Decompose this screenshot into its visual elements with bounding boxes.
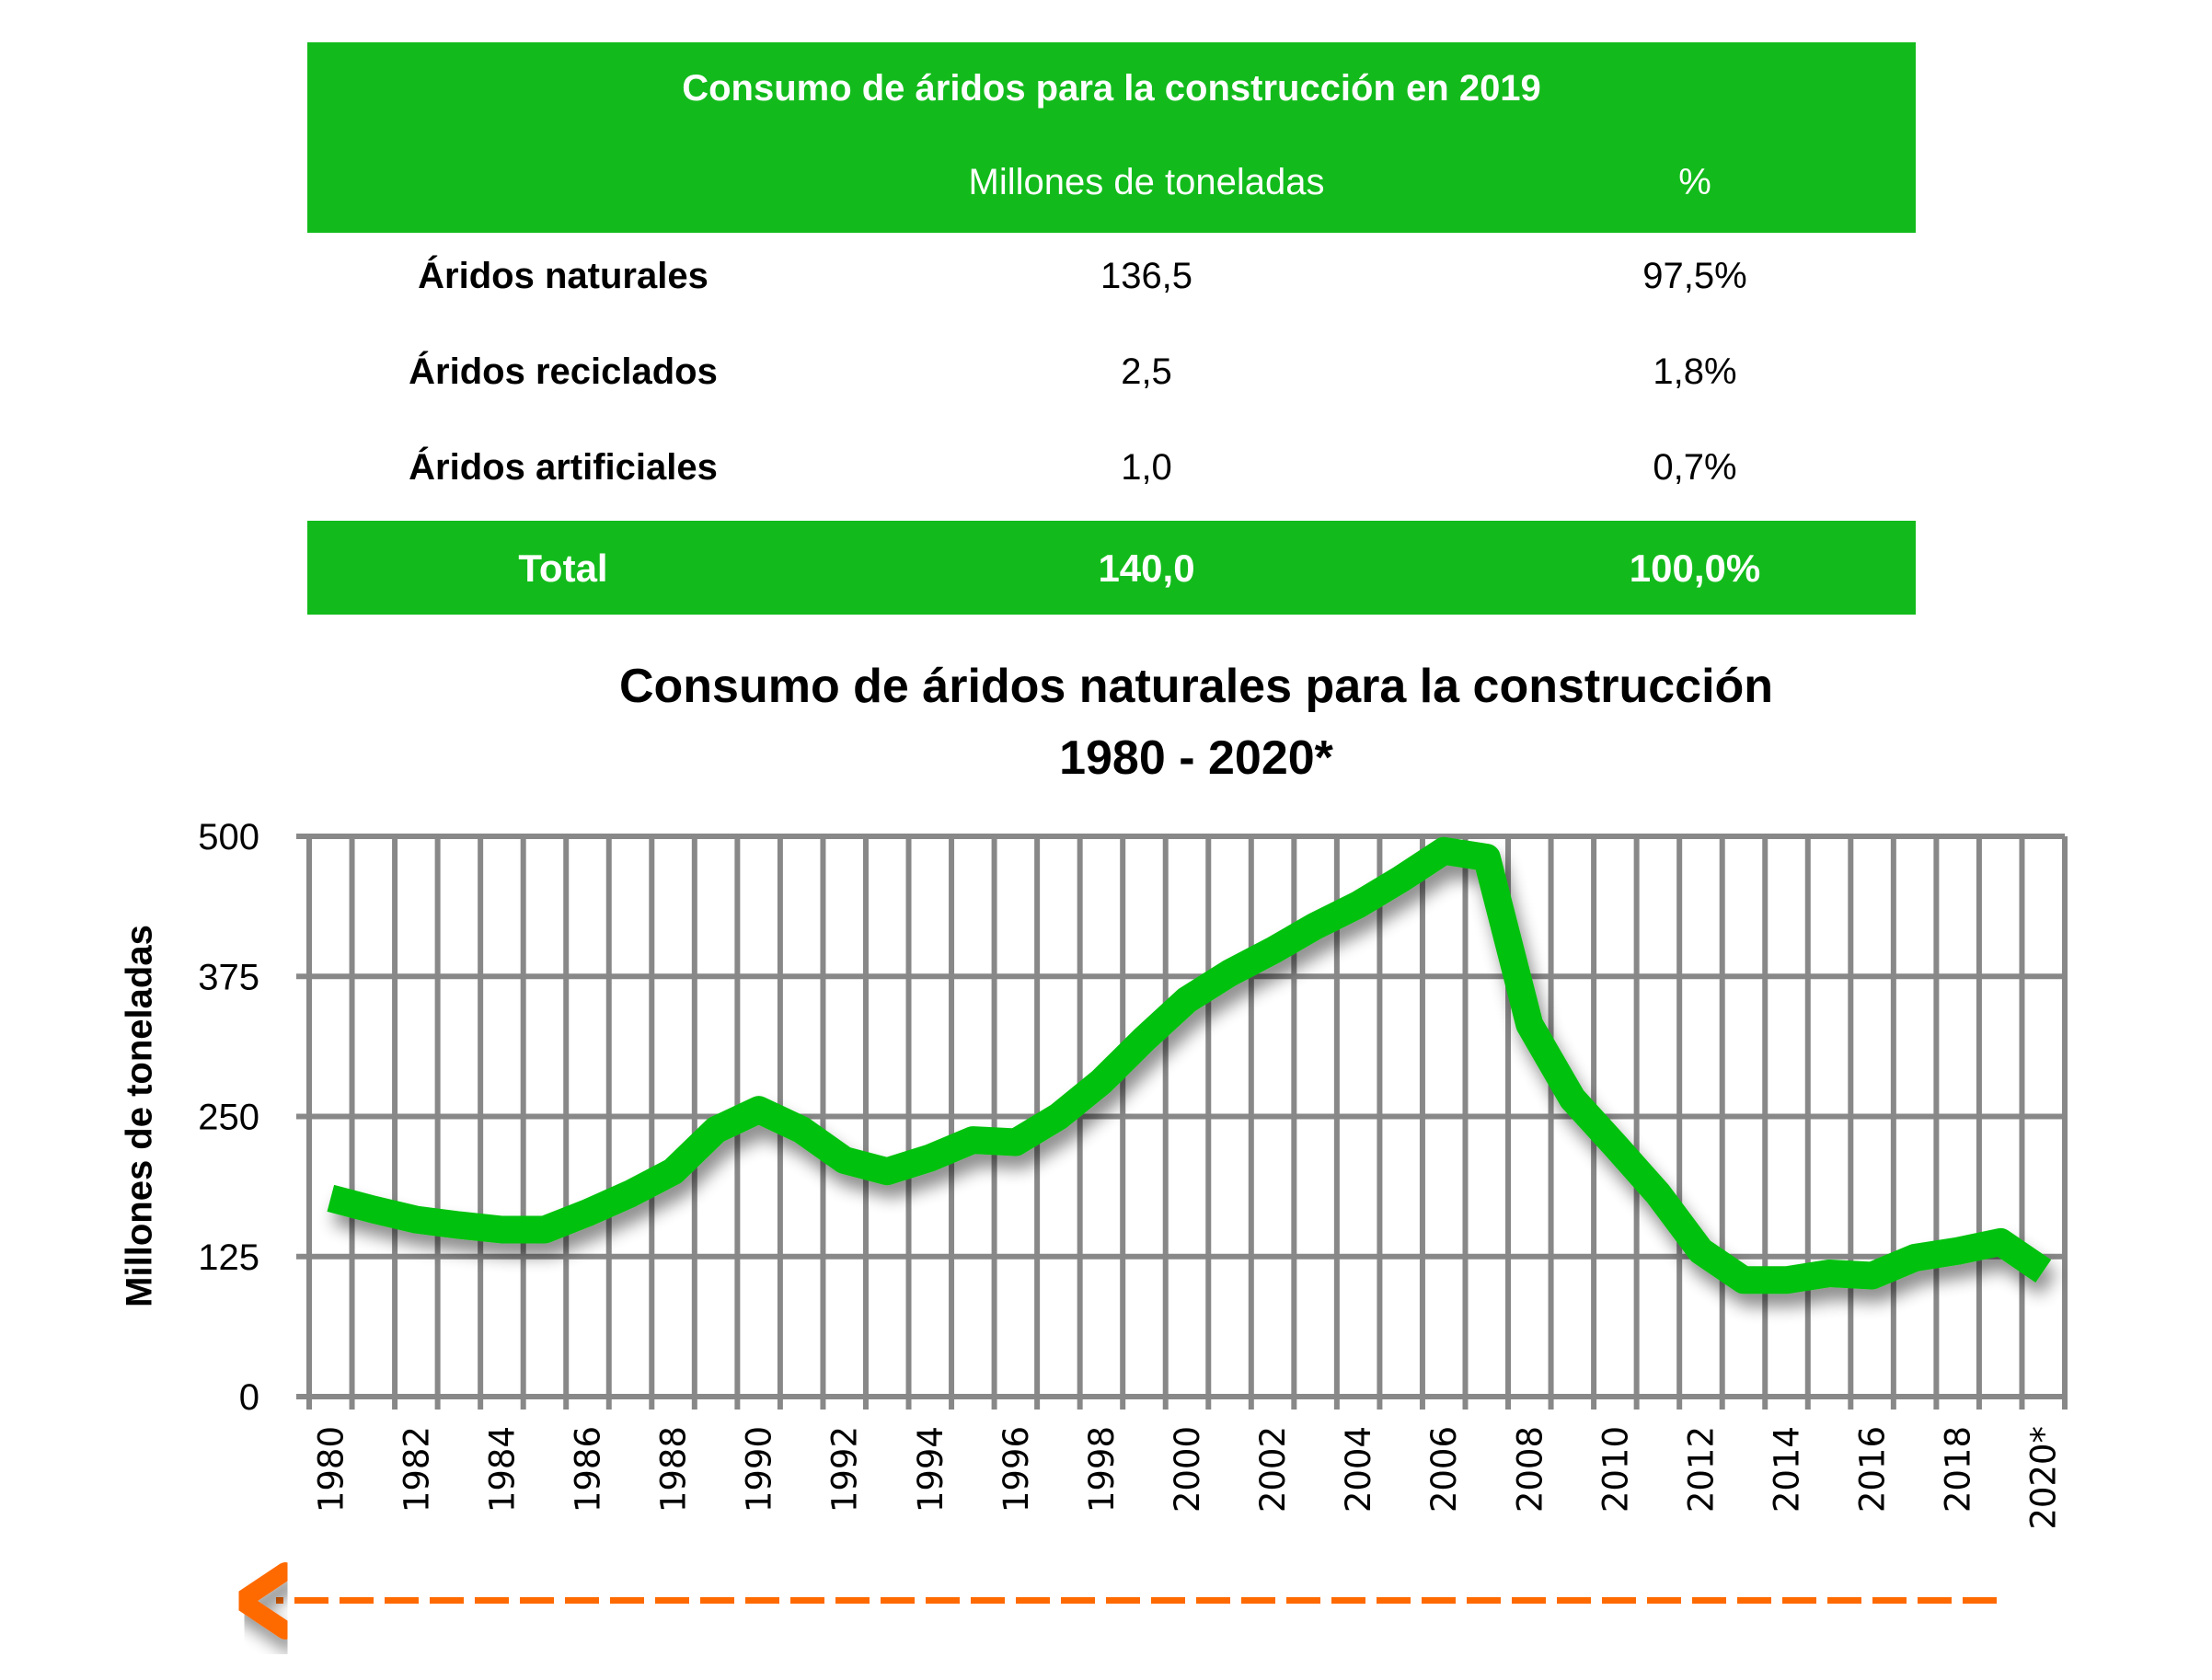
x-tick-label: 2012: [1681, 1426, 1721, 1513]
data-point: [973, 1140, 974, 1141]
column-header-percent: %: [1678, 162, 1711, 202]
data-point: [887, 1171, 888, 1172]
x-tick-label: 2006: [1424, 1426, 1464, 1513]
data-point: [1486, 857, 1487, 858]
data-point: [844, 1160, 845, 1161]
table-row: Áridos naturales 136,5 97,5%: [307, 256, 1916, 311]
data-point: [673, 1171, 674, 1172]
data-point: [1529, 1024, 1530, 1025]
data-point: [1957, 1250, 1958, 1251]
data-point: [1615, 1145, 1616, 1146]
total-value: 140,0: [1098, 547, 1195, 590]
series-layer: [327, 836, 2052, 1295]
chart-subtitle: 1980 - 2020*: [1059, 731, 1333, 785]
x-tick-label: 2002: [1253, 1426, 1293, 1513]
data-point: [1786, 1280, 1787, 1281]
arrow-shaft: [275, 1591, 1998, 1609]
data-point: [1358, 904, 1359, 905]
data-point: [1400, 879, 1401, 880]
y-tick-label: 250: [198, 1098, 259, 1138]
data-point: [1229, 972, 1230, 973]
data-point: [1100, 1081, 1101, 1082]
data-point: [801, 1130, 802, 1131]
y-tick-labels: 0 125 250 375 500: [198, 817, 259, 1418]
table-row: Áridos artificiales 1,0 0,7%: [307, 447, 1916, 502]
data-point: [587, 1213, 588, 1214]
x-tick-label: 1998: [1082, 1426, 1122, 1513]
x-tick-label: 2014: [1768, 1426, 1807, 1513]
data-point: [929, 1157, 930, 1158]
y-tick-label: 375: [198, 957, 259, 997]
x-tick-label: 1996: [997, 1426, 1036, 1513]
data-point: [716, 1130, 717, 1131]
x-tick-label: 1988: [654, 1426, 694, 1513]
x-tick-label: 1992: [825, 1426, 865, 1513]
data-point: [501, 1229, 502, 1230]
data-point: [2000, 1241, 2001, 1242]
x-tick-label: 1994: [911, 1426, 950, 1513]
x-tick-label: 2016: [1853, 1426, 1893, 1513]
row-label: Áridos artificiales: [409, 447, 718, 488]
x-tick-label: 1982: [397, 1426, 436, 1513]
grid: [296, 834, 2068, 1410]
data-point: [545, 1229, 546, 1230]
data-point: [1657, 1193, 1658, 1194]
table-total-row: Total 140,0 100,0%: [307, 521, 1916, 615]
row-value: 2,5: [1121, 351, 1172, 392]
y-tick-label: 125: [198, 1237, 259, 1278]
arrow-head: [224, 1562, 294, 1640]
data-point: [416, 1219, 417, 1220]
series-line: [327, 836, 2052, 1295]
y-tick-label: 500: [198, 817, 259, 857]
data-point: [1444, 850, 1445, 851]
x-tick-label: 2018: [1939, 1426, 1978, 1513]
data-point: [1829, 1273, 1830, 1274]
row-value: 1,0: [1121, 447, 1172, 488]
table-header: Consumo de áridos para la construcción e…: [307, 42, 1916, 233]
x-tick-label: 1984: [482, 1426, 522, 1513]
data-point: [330, 1198, 331, 1199]
data-point: [2043, 1271, 2044, 1272]
row-percent: 1,8%: [1653, 351, 1737, 392]
data-point: [1015, 1142, 1016, 1143]
row-label: Áridos naturales: [418, 256, 709, 296]
row-value: 136,5: [1100, 256, 1193, 296]
data-point: [1915, 1258, 1916, 1259]
y-tick-label: 0: [239, 1377, 259, 1418]
x-tick-label: 2004: [1339, 1426, 1378, 1513]
x-tick-label: 2008: [1510, 1426, 1550, 1513]
total-percent: 100,0%: [1629, 547, 1761, 590]
data-point: [373, 1209, 374, 1210]
x-tick-label: 2010: [1596, 1426, 1635, 1513]
x-tick-label: 2000: [1168, 1426, 1207, 1513]
row-percent: 0,7%: [1653, 447, 1737, 488]
data-point: [1187, 999, 1188, 1000]
data-point: [1700, 1250, 1701, 1251]
x-tick-label: 1990: [740, 1426, 779, 1513]
column-header-millions: Millones de toneladas: [968, 162, 1325, 202]
table-title: Consumo de áridos para la construcción e…: [682, 68, 1541, 109]
data-point: [1058, 1116, 1059, 1117]
x-tick-label: 1980: [311, 1426, 351, 1513]
x-tick-labels: 1980 1982 1984 1986 1988 1990 1992 1994 1996 1998…: [311, 1426, 2063, 1530]
row-label: Áridos reciclados: [409, 351, 718, 392]
row-percent: 97,5%: [1642, 256, 1747, 296]
data-point: [1144, 1039, 1145, 1040]
data-point: [630, 1193, 631, 1194]
x-tick-label: 2020*: [2024, 1426, 2064, 1530]
data-point: [1744, 1280, 1745, 1281]
chart-title: Consumo de áridos naturales para la cons…: [618, 660, 1774, 713]
total-label: Total: [518, 547, 608, 590]
arrow-left-icon: [224, 1562, 1998, 1640]
x-tick-label: 1986: [568, 1426, 607, 1513]
table-row: Áridos reciclados 2,5 1,8%: [307, 351, 1916, 407]
